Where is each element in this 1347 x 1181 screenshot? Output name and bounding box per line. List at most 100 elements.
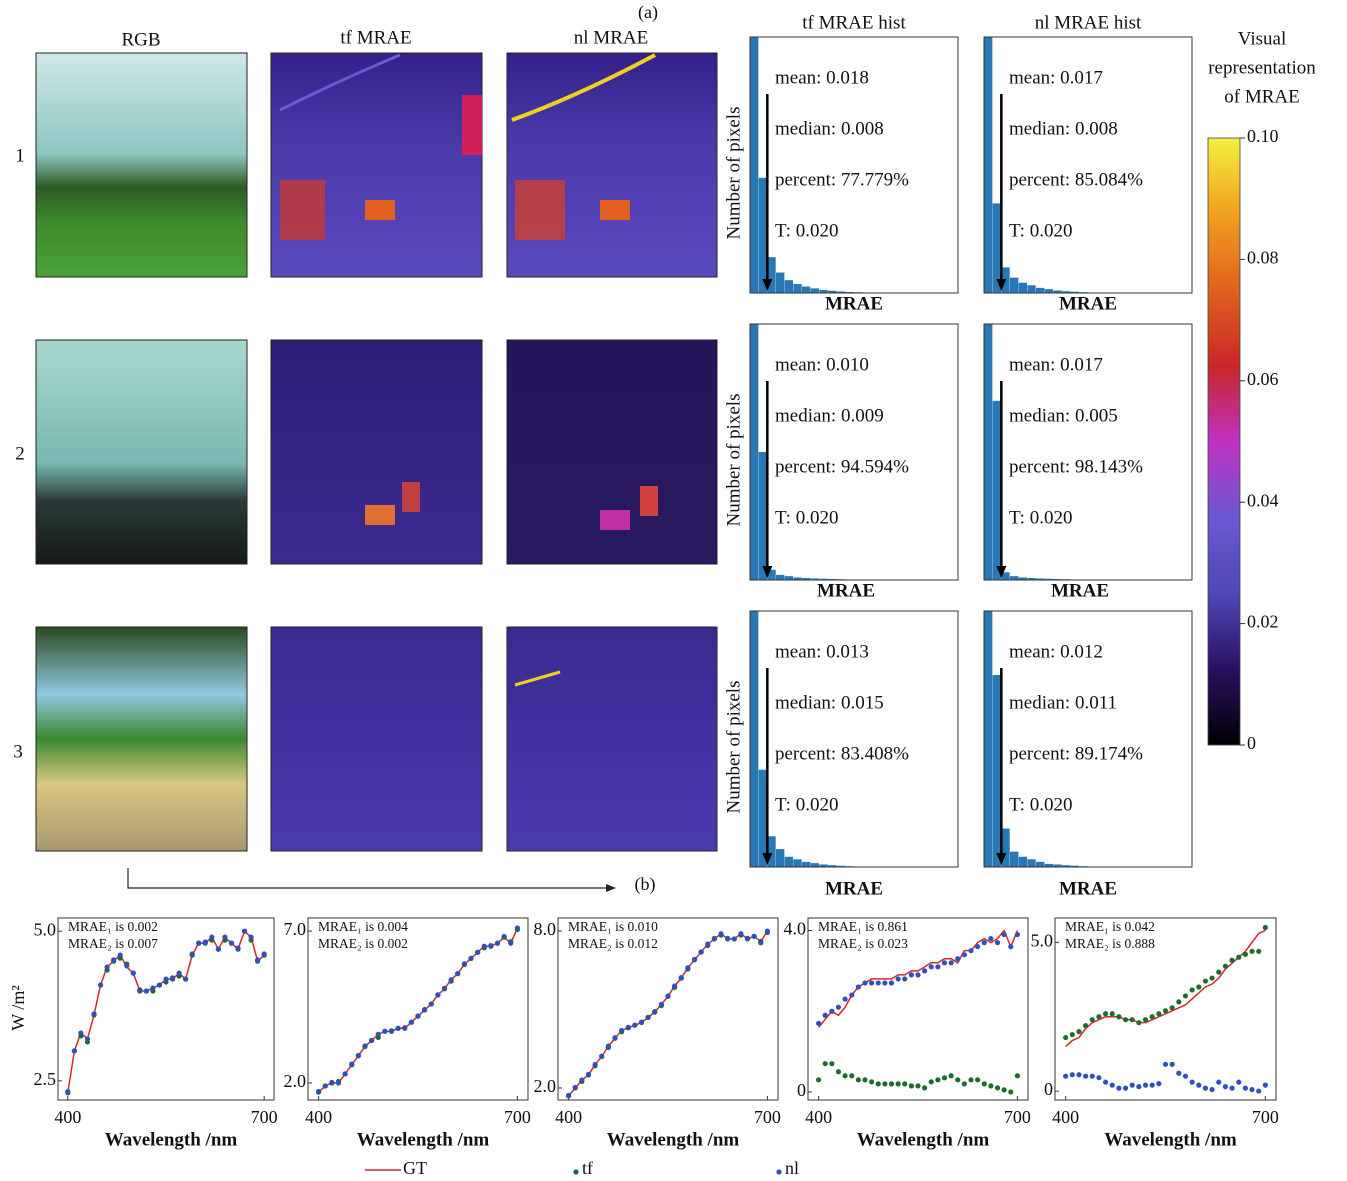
series-point <box>85 1036 90 1041</box>
hist-bar <box>767 836 775 867</box>
series-point <box>829 1009 834 1014</box>
series-point <box>612 1035 617 1040</box>
series-point <box>639 1019 644 1024</box>
series-point <box>356 1053 361 1058</box>
series-point <box>502 934 507 939</box>
rgb-image <box>36 53 247 277</box>
hist-bar <box>793 284 801 293</box>
y-axis-label: Number of pixels <box>723 107 744 240</box>
hist-bar <box>785 576 793 580</box>
x-tick-label: 400 <box>805 1107 832 1127</box>
column-header: RGB <box>121 29 160 50</box>
colorbar-tick-label: 0.10 <box>1247 126 1279 146</box>
y-axis-label: W /m² <box>8 985 28 1031</box>
series-point <box>462 961 467 966</box>
series-point <box>679 975 684 980</box>
series-point <box>262 951 267 956</box>
series-point <box>72 1048 77 1053</box>
series-point <box>1209 1087 1214 1092</box>
series-point <box>988 936 993 941</box>
y-tick-label: 4.0 <box>784 919 807 939</box>
panel-label: (b) <box>635 874 656 895</box>
series-point <box>935 1077 940 1082</box>
series-point <box>732 936 737 941</box>
series-point <box>1103 1080 1108 1085</box>
y-axis-label: Number of pixels <box>723 681 744 814</box>
arrow-head <box>606 884 616 892</box>
series-point <box>1170 1062 1175 1067</box>
series-point <box>1209 975 1214 980</box>
series-point <box>495 941 500 946</box>
series-point <box>316 1089 321 1094</box>
series-point <box>915 1083 920 1088</box>
series-point <box>203 939 208 944</box>
row-label: 1 <box>15 145 25 166</box>
series-point <box>508 941 513 946</box>
histogram: MRAEmean: 0.017median: 0.005percent: 98.… <box>984 324 1192 601</box>
series-point <box>1008 1089 1013 1094</box>
series-point <box>1156 1081 1161 1086</box>
series-point <box>329 1080 334 1085</box>
series-point <box>1110 1011 1115 1016</box>
hist-bar <box>1019 857 1027 867</box>
series-point <box>942 960 947 965</box>
series-point <box>1249 949 1254 954</box>
hist-bar <box>1010 278 1018 293</box>
series-point <box>222 935 227 940</box>
annotation: MRAE₂ is 0.002 <box>318 936 408 951</box>
series-point <box>876 1081 881 1086</box>
column-header: nl MRAE <box>574 27 648 48</box>
x-axis-label: Wavelength /nm <box>857 1129 990 1150</box>
series-point <box>882 980 887 985</box>
x-tick-label: 400 <box>54 1107 81 1127</box>
series-point <box>78 1030 83 1035</box>
legend-label: GT <box>403 1158 427 1178</box>
hist-stat: mean: 0.010 <box>775 354 869 375</box>
series-point <box>170 975 175 980</box>
series-point <box>949 960 954 965</box>
series-point <box>982 940 987 945</box>
series-point <box>1256 949 1261 954</box>
column-header: tf MRAE <box>340 27 411 48</box>
row-label: 2 <box>15 443 25 464</box>
colorbar-tick-label: 0 <box>1247 733 1256 753</box>
series-point <box>1123 1086 1128 1091</box>
hist-bar <box>759 178 767 293</box>
series-point <box>429 1001 434 1006</box>
y-tick-label: 2.0 <box>284 1071 307 1091</box>
annotation: MRAE₁ is 0.004 <box>318 919 408 934</box>
series-point <box>1076 1072 1081 1077</box>
series-point <box>475 950 480 955</box>
hist-stat: T: 0.020 <box>775 794 838 815</box>
series-point <box>1223 964 1228 969</box>
series-point <box>579 1078 584 1083</box>
legend-swatch <box>573 1169 578 1174</box>
x-tick-label: 400 <box>555 1107 582 1127</box>
series-point <box>124 963 129 968</box>
hist-bar <box>759 452 767 580</box>
series-point <box>836 1069 841 1074</box>
hist-stat: T: 0.020 <box>1009 507 1072 528</box>
series-point <box>1123 1017 1128 1022</box>
series-point <box>988 1083 993 1088</box>
series-point <box>402 1025 407 1030</box>
series-point <box>65 1089 70 1094</box>
y-tick-label: 0 <box>1044 1079 1053 1099</box>
series-point <box>1116 1086 1121 1091</box>
hist-stat: median: 0.009 <box>775 405 884 426</box>
series-point <box>889 1081 894 1086</box>
hist-stat: percent: 98.143% <box>1009 456 1143 477</box>
hist-bar <box>1036 288 1044 293</box>
x-axis-label: Wavelength /nm <box>1104 1129 1237 1150</box>
series-point <box>488 943 493 948</box>
spectrum-chart: 2.08.0400700Wavelength /nmMRAE₁ is 0.010… <box>534 918 781 1150</box>
hist-bar <box>1010 576 1018 580</box>
series-point <box>758 940 763 945</box>
series-point <box>955 956 960 961</box>
hist-bar <box>1027 859 1035 867</box>
hist-title: nl MRAE hist <box>1035 12 1142 33</box>
hist-stat: median: 0.015 <box>775 692 884 713</box>
series-point <box>869 1079 874 1084</box>
series-point <box>415 1014 420 1019</box>
